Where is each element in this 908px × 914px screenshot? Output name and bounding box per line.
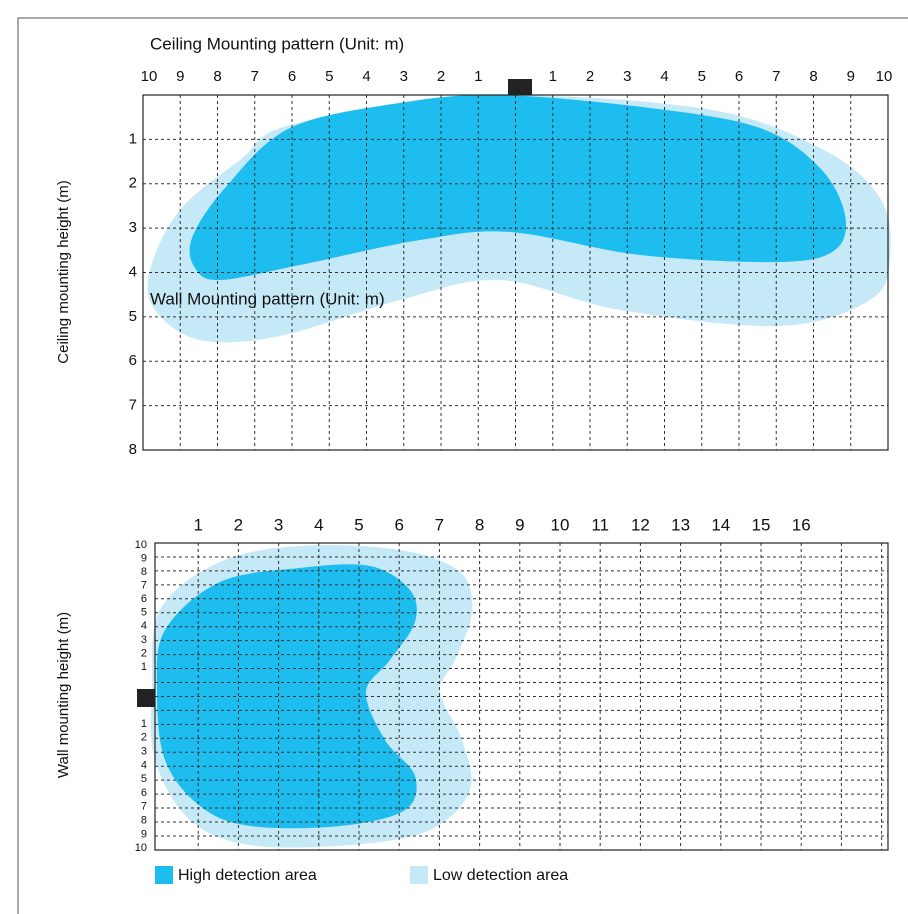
x-tick-label: 6 (394, 515, 403, 534)
x-tick-label: 12 (631, 515, 650, 534)
x-tick-label: 1 (474, 68, 482, 85)
x-tick-label: 10 (551, 515, 570, 534)
x-tick-label: 5 (698, 68, 706, 85)
x-tick-label: 4 (314, 515, 323, 534)
y-tick-label: 4 (141, 620, 147, 632)
y-tick-label: 7 (141, 801, 147, 813)
x-tick-label: 4 (660, 68, 668, 85)
legend-high-swatch (155, 866, 173, 884)
frame (17, 17, 908, 914)
y-tick-label: 1 (129, 130, 137, 147)
y-tick-label: 5 (129, 308, 137, 325)
y-tick-label: 3 (141, 746, 147, 758)
legend-high: High detection area (178, 867, 317, 884)
x-tick-label: 7 (251, 68, 259, 85)
y-tick-label: 4 (141, 759, 147, 771)
x-tick-label: 8 (213, 68, 221, 85)
x-tick-label: 3 (623, 68, 631, 85)
y-tick-label: 7 (141, 580, 147, 592)
x-tick-label: 16 (792, 515, 811, 534)
legend-low-swatch (410, 866, 428, 884)
x-tick-label: 2 (437, 68, 445, 85)
x-tick-label: 4 (362, 68, 370, 85)
wall-title: Wall Mounting pattern (Unit: m) (150, 289, 385, 308)
x-tick-label: 1 (549, 68, 557, 85)
y-tick-label: 3 (129, 219, 137, 236)
x-tick-label: 5 (325, 68, 333, 85)
y-tick-label: 4 (129, 263, 137, 280)
y-tick-label: 8 (141, 815, 147, 827)
ceiling-title: Ceiling Mounting pattern (Unit: m) (150, 34, 404, 53)
y-tick-label: 2 (129, 175, 137, 192)
x-tick-label: 8 (475, 515, 484, 534)
y-tick-label: 9 (141, 828, 147, 840)
x-tick-label: 7 (435, 515, 444, 534)
x-tick-label: 2 (234, 515, 243, 534)
x-tick-label: 10 (141, 68, 158, 85)
x-tick-label: 9 (515, 515, 524, 534)
shapes (147, 94, 891, 848)
y-tick-label: 5 (141, 607, 147, 619)
x-tick-label: 10 (876, 68, 893, 85)
y-tick-label: 1 (141, 661, 147, 673)
y-tick-label: 6 (129, 352, 137, 369)
wall-sensor (137, 689, 155, 707)
x-tick-label: 2 (586, 68, 594, 85)
legend-low: Low detection area (433, 867, 568, 884)
x-tick-label: 6 (288, 68, 296, 85)
x-tick-label: 8 (809, 68, 817, 85)
x-tick-label: 6 (735, 68, 743, 85)
y-tick-label: 2 (141, 732, 147, 744)
y-tick-label: 9 (141, 552, 147, 564)
y-tick-label: 1 (141, 718, 147, 730)
y-tick-label: 2 (141, 647, 147, 659)
x-tick-label: 3 (274, 515, 283, 534)
x-tick-label: 11 (591, 515, 609, 534)
x-tick-label: 7 (772, 68, 780, 85)
y-tick-label: 7 (129, 397, 137, 414)
y-tick-label: 3 (141, 634, 147, 646)
grids (143, 95, 888, 850)
y-tick-label: 5 (141, 773, 147, 785)
x-tick-label: 1 (193, 515, 202, 534)
y-tick-label: 8 (129, 441, 137, 458)
ceiling-sensor (508, 79, 532, 95)
wall-y-label: Wall mounting height (m) (55, 612, 72, 778)
x-tick-label: 14 (711, 515, 730, 534)
y-tick-label: 6 (141, 593, 147, 605)
y-tick-label: 6 (141, 787, 147, 799)
y-tick-label: 8 (141, 566, 147, 578)
x-tick-label: 13 (671, 515, 690, 534)
x-tick-label: 5 (354, 515, 363, 534)
ceiling-y-label: Ceiling mounting height (m) (55, 180, 72, 363)
wall-high-area (156, 564, 417, 829)
y-tick-label: 10 (135, 842, 147, 854)
ceiling-high-area (189, 94, 847, 281)
y-tick-label: 10 (135, 539, 147, 551)
x-tick-label: 9 (847, 68, 855, 85)
x-tick-label: 3 (400, 68, 408, 85)
x-tick-label: 15 (752, 515, 771, 534)
x-tick-label: 9 (176, 68, 184, 85)
